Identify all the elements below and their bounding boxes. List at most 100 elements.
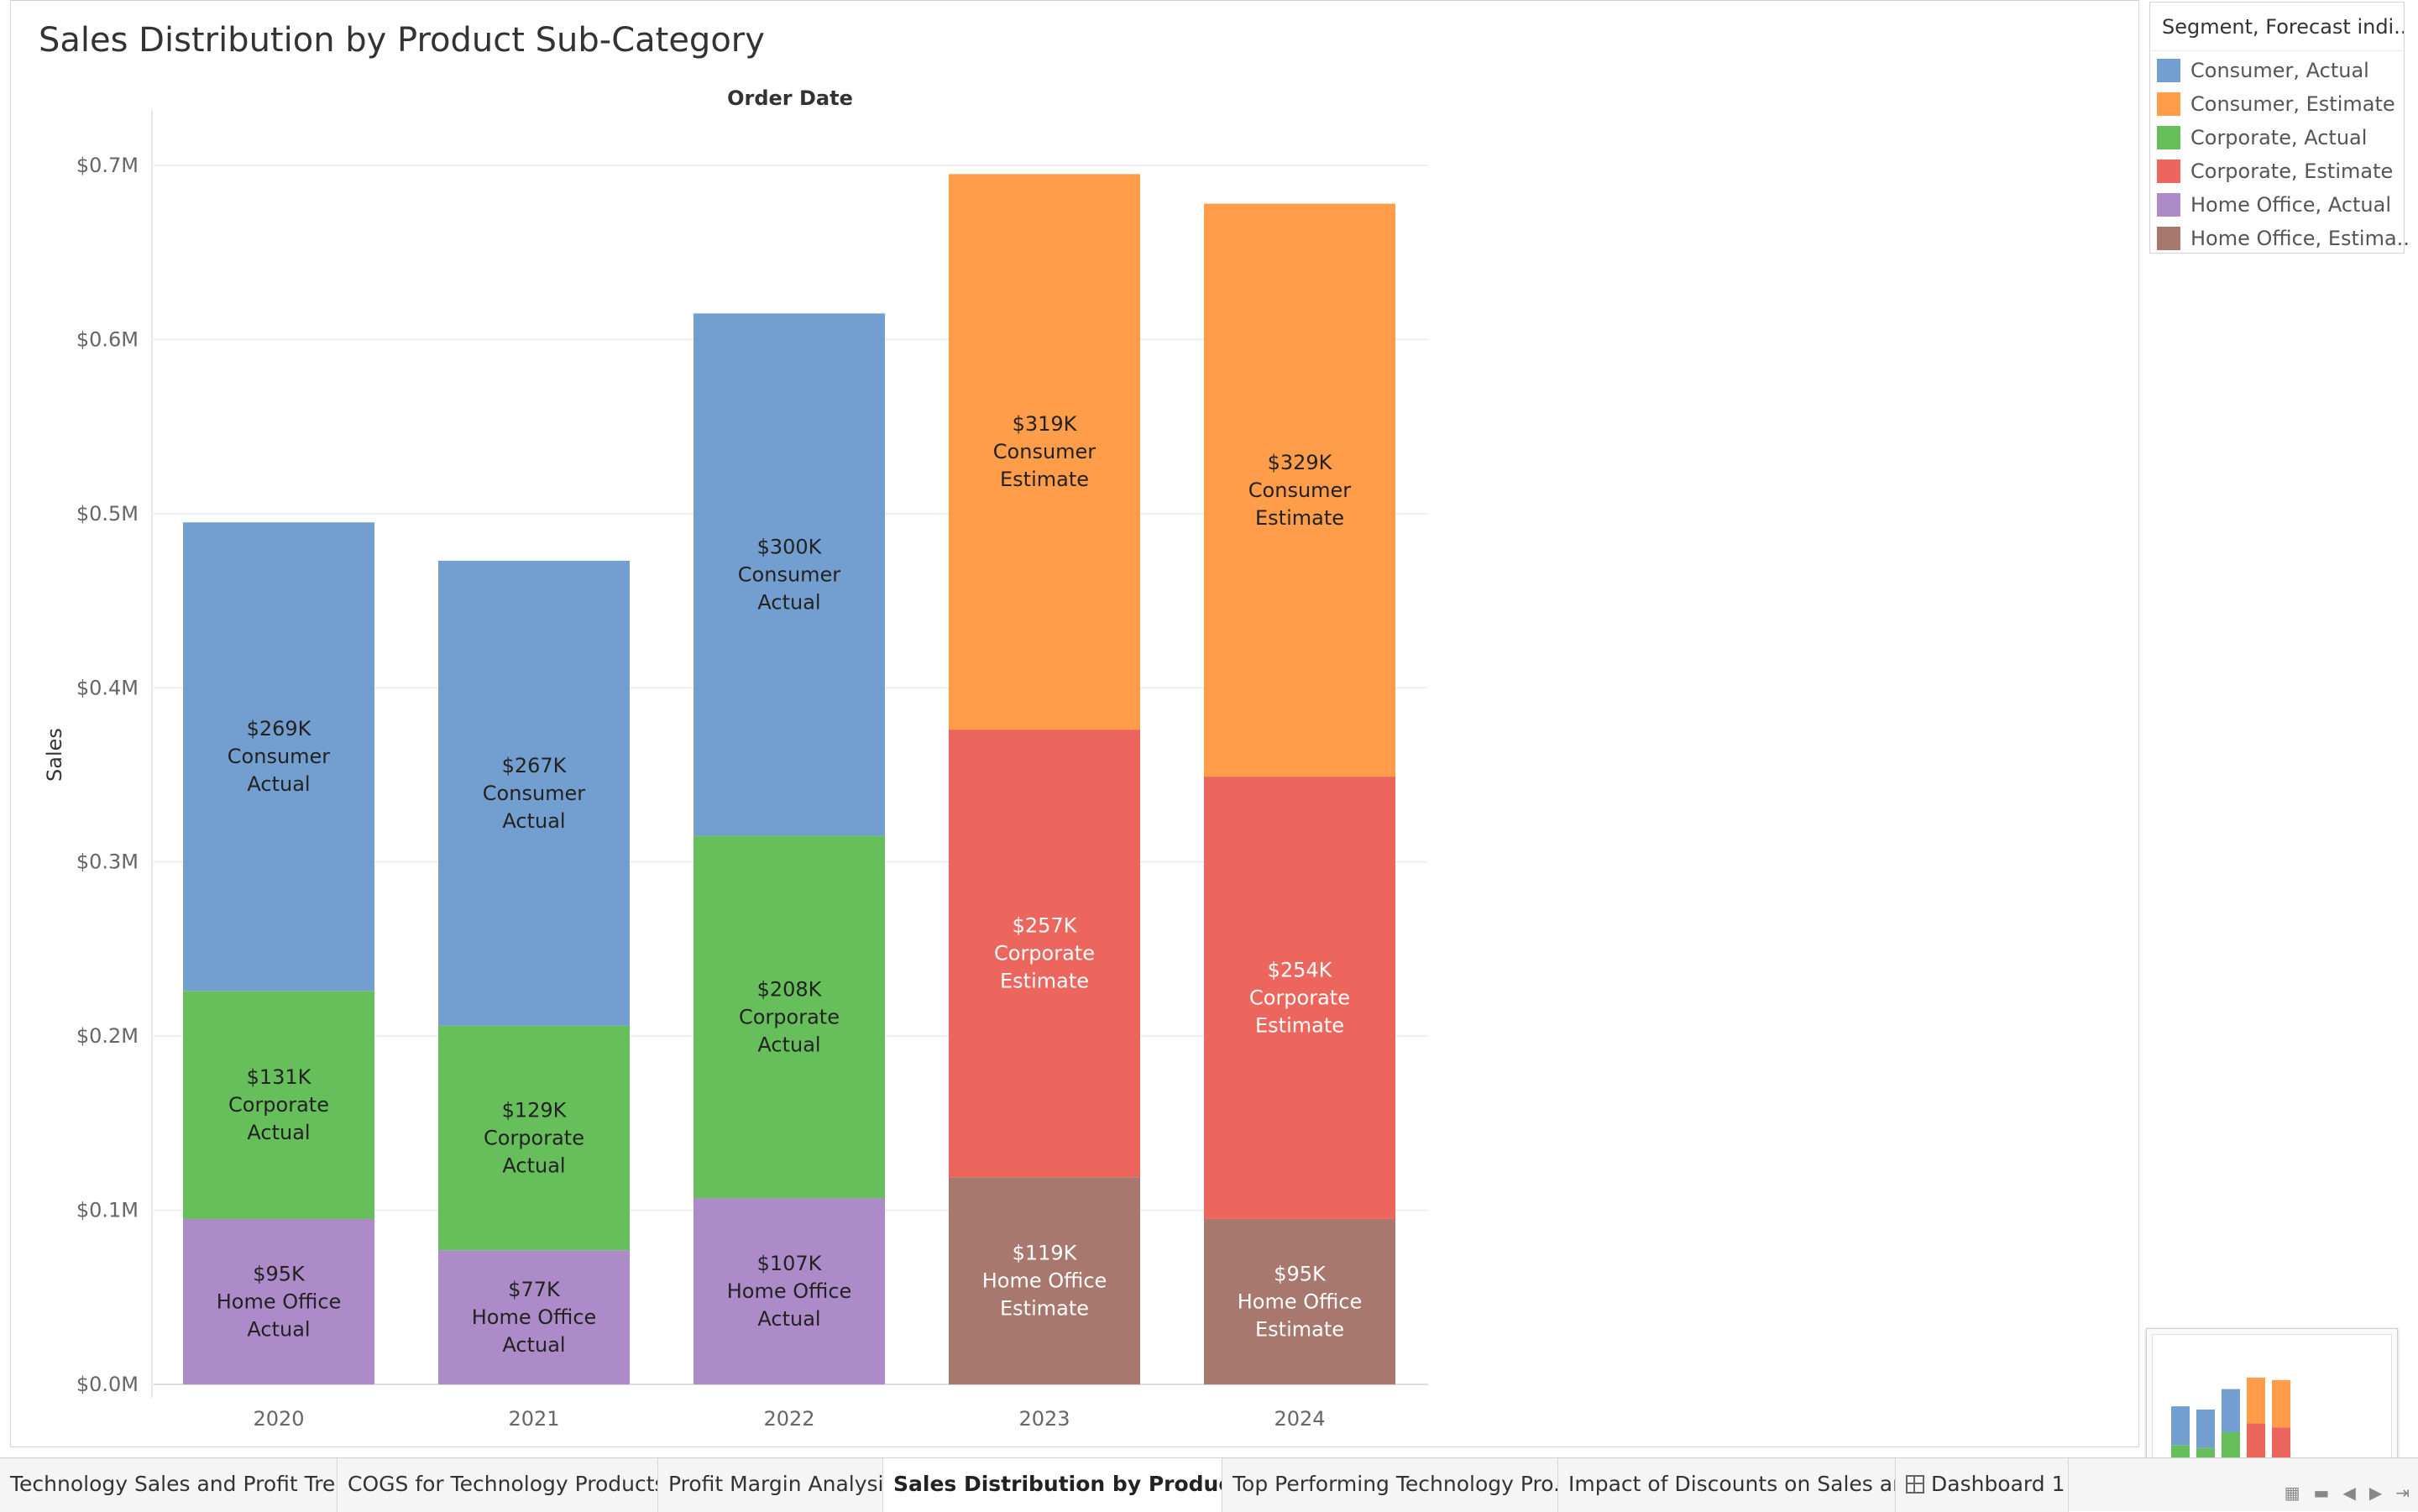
data-label: $319K (1013, 412, 1078, 436)
sheet-tab[interactable]: Technology Sales and Profit Tre... (0, 1458, 338, 1512)
legend-label: Home Office, Estima.. (2190, 227, 2410, 250)
sheet-tab-label: Sales Distribution by Product ... (893, 1472, 1222, 1496)
worksheet-view: Sales Distribution by Product Sub-Catego… (10, 0, 2139, 1447)
legend-item[interactable]: Consumer, Actual (2157, 56, 2369, 85)
y-tick-label: $0.1M (76, 1199, 139, 1222)
sheet-tab[interactable]: Dashboard 1 (1896, 1458, 2069, 1512)
data-label: $107K (757, 1252, 823, 1275)
y-tick-label: $0.5M (76, 502, 139, 526)
sheet-tab-bar: Technology Sales and Profit Tre... COGS f… (0, 1457, 2418, 1512)
prev-sheet-icon[interactable]: ◀ (2342, 1483, 2356, 1503)
tab-navigation-controls: ▦ ▬ ◀ ▶ ⇥ (2285, 1483, 2410, 1503)
data-label: Actual (757, 590, 820, 614)
sheet-tab-label: Dashboard 1 (1931, 1472, 2065, 1496)
sheet-tab[interactable]: COGS for Technology Products (338, 1458, 658, 1512)
data-label: $119K (1013, 1242, 1078, 1265)
thumbnail-bar-segment (2272, 1427, 2290, 1464)
sheet-tab-label: COGS for Technology Products (348, 1472, 658, 1496)
x-tick-label: 2024 (1274, 1407, 1325, 1431)
data-label: Corporate (739, 1005, 840, 1028)
thumbnail-bar-segment (2247, 1377, 2265, 1424)
y-tick-label: $0.7M (76, 154, 139, 177)
x-tick-label: 2021 (508, 1407, 559, 1431)
legend-label: Consumer, Estimate (2190, 92, 2395, 116)
y-axis-label: Sales (43, 728, 66, 782)
legend-label: Corporate, Estimate (2190, 160, 2394, 183)
data-label: $77K (508, 1278, 561, 1301)
stacked-bar-chart: Order Date Sales $0.0M $0.1M $0.2M $0.3M $0.4M… (43, 86, 1428, 1431)
legend-swatch (2157, 59, 2180, 82)
bar-segment (693, 1198, 885, 1384)
thumbnail-bar-segment (2247, 1423, 2265, 1461)
thumbnail-bar-segment (2222, 1432, 2240, 1462)
data-label: Consumer (993, 440, 1096, 463)
data-label: Estimate (1255, 1317, 1344, 1341)
color-legend[interactable]: Segment, Forecast indi... Consumer, Actu… (2149, 2, 2410, 254)
data-label: Estimate (1000, 970, 1089, 993)
legend-label: Home Office, Actual (2190, 193, 2392, 217)
sheet-tab[interactable]: Profit Margin Analysis (658, 1458, 883, 1512)
sheet-tab[interactable]: Top Performing Technology Pro... (1222, 1458, 1558, 1512)
legend-item[interactable]: Home Office, Actual (2157, 191, 2391, 219)
sheet-tab-label: Top Performing Technology Pro... (1233, 1472, 1558, 1496)
x-tick-label: 2022 (763, 1407, 814, 1431)
data-label: Actual (502, 1333, 565, 1357)
x-tick-label: 2020 (253, 1407, 304, 1431)
bar-segment (949, 730, 1140, 1178)
data-label: $208K (757, 977, 823, 1001)
legend-item[interactable]: Corporate, Actual (2157, 123, 2367, 152)
data-label: Consumer (228, 745, 331, 768)
bar-segment (1204, 1218, 1395, 1384)
data-label: $300K (757, 535, 823, 558)
list-view-icon[interactable]: ▬ (2313, 1483, 2330, 1503)
data-label: Corporate (228, 1093, 329, 1117)
data-label: Home Office (217, 1290, 342, 1313)
grid-view-icon[interactable]: ▦ (2284, 1483, 2300, 1503)
data-label: Actual (757, 1307, 820, 1331)
data-label: $257K (1013, 914, 1078, 938)
data-label: Consumer (483, 782, 586, 805)
thumbnail-bar-segment (2171, 1406, 2190, 1446)
bar-segment (438, 1250, 630, 1384)
data-label: Estimate (1255, 506, 1344, 530)
data-label: Corporate (994, 942, 1095, 965)
x-tick-label: 2023 (1018, 1407, 1070, 1431)
sheet-tab[interactable]: Impact of Discounts on Sales an... (1558, 1458, 1896, 1512)
legend-swatch (2157, 92, 2180, 116)
legend-swatch (2157, 227, 2180, 250)
data-label: Estimate (1000, 1297, 1089, 1321)
y-tick-label: $0.6M (76, 327, 139, 351)
data-label: Home Office (1238, 1290, 1363, 1313)
column-header: Order Date (727, 86, 853, 110)
legend-item[interactable]: Consumer, Estimate (2157, 90, 2395, 118)
data-label: $129K (502, 1098, 568, 1122)
data-label: Actual (247, 772, 310, 796)
data-label: Actual (502, 1154, 565, 1177)
bar-segment (438, 1025, 630, 1251)
data-label: $269K (247, 717, 312, 740)
bar-segment (693, 835, 885, 1199)
data-label: Consumer (738, 562, 841, 586)
data-label: Actual (247, 1317, 310, 1341)
legend-label: Consumer, Actual (2190, 59, 2369, 82)
bar-segment (949, 174, 1140, 730)
data-label: Consumer (1248, 479, 1352, 502)
legend-title[interactable]: Segment, Forecast indi... (2150, 3, 2404, 51)
last-sheet-icon[interactable]: ⇥ (2395, 1483, 2410, 1503)
y-tick-label: $0.3M (76, 850, 139, 874)
legend-label: Corporate, Actual (2190, 126, 2368, 149)
data-label: Home Office (982, 1269, 1107, 1293)
data-label: Corporate (1249, 986, 1350, 1010)
bar-segment (438, 560, 630, 1026)
dashboard-grid-icon (1906, 1475, 1924, 1494)
data-label: $95K (253, 1262, 306, 1285)
data-label: Home Office (727, 1279, 852, 1303)
next-sheet-icon[interactable]: ▶ (2368, 1483, 2383, 1503)
legend-item[interactable]: Corporate, Estimate (2157, 157, 2393, 186)
sheet-tab[interactable]: Sales Distribution by Product ... (883, 1458, 1222, 1512)
thumbnail-bar-segment (2272, 1379, 2290, 1428)
data-label: Corporate (484, 1126, 584, 1149)
legend-item[interactable]: Home Office, Estima.. (2157, 224, 2410, 253)
bar-segment (183, 991, 374, 1219)
bar-segment (693, 313, 885, 836)
